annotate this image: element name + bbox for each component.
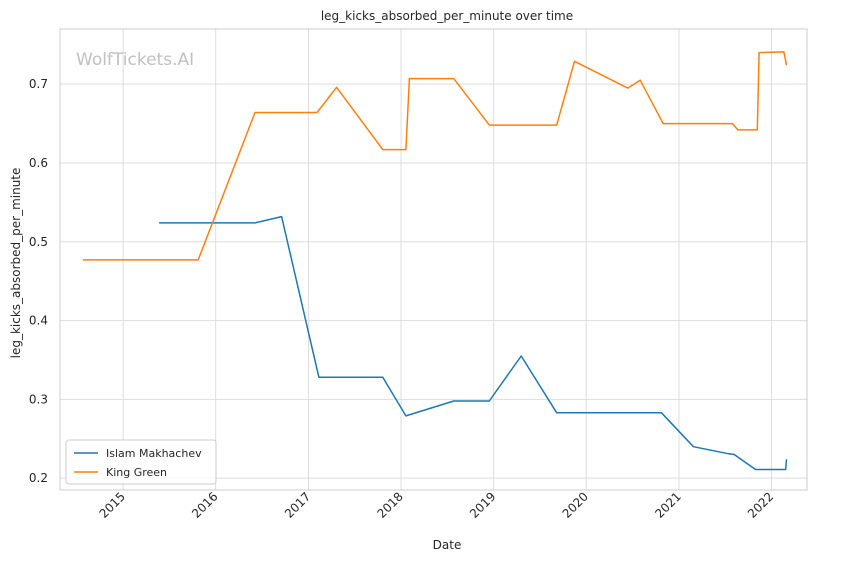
y-axis-title: leg_kicks_absorbed_per_minute (9, 168, 23, 359)
y-tick-label: 0.3 (29, 392, 48, 406)
x-axis-title: Date (433, 538, 462, 552)
watermark-text: WolfTickets.AI (76, 50, 194, 70)
legend-label: Islam Makhachev (106, 447, 202, 460)
y-tick-label: 0.6 (29, 156, 48, 170)
legend-label: King Green (106, 466, 167, 479)
series-line-king-green (82, 51, 788, 261)
y-axis-ticks: 0.2 0.3 0.4 0.5 0.6 0.7 (29, 77, 48, 485)
y-tick-label: 0.2 (29, 471, 48, 485)
y-tick-label: 0.4 (29, 314, 48, 328)
grid-lines (60, 29, 807, 490)
series-line-islam-makhachev (159, 215, 788, 471)
legend-box (65, 439, 217, 485)
series-lines (82, 51, 788, 471)
y-tick-label: 0.5 (29, 235, 48, 249)
chart-title: leg_kicks_absorbed_per_minute over time (321, 9, 573, 23)
y-tick-label: 0.7 (29, 77, 48, 91)
legend: Islam Makhachev King Green (65, 439, 217, 485)
plot-frame (59, 28, 808, 491)
